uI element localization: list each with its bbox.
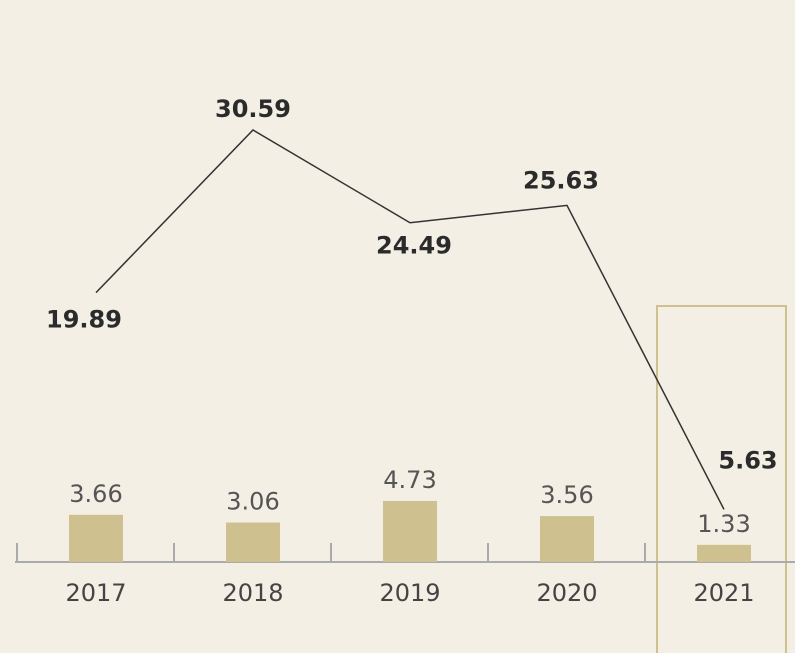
x-tick-label: 2018 xyxy=(222,579,283,607)
bar xyxy=(383,500,437,562)
bar xyxy=(69,514,123,562)
highlight-box xyxy=(656,305,787,653)
x-tick-label: 2019 xyxy=(379,579,440,607)
x-tick-label: 2017 xyxy=(65,579,126,607)
x-tick-label: 2020 xyxy=(536,579,597,607)
bar-value-label: 3.06 xyxy=(226,488,279,516)
line xyxy=(95,129,725,510)
bar xyxy=(226,522,280,562)
line-value-label: 5.63 xyxy=(718,446,777,474)
line-value-label: 24.49 xyxy=(376,232,452,260)
bar-value-label: 1.33 xyxy=(697,510,750,538)
bar-value-label: 3.56 xyxy=(540,481,593,509)
bar-value-label: 3.66 xyxy=(69,480,122,508)
line-value-label: 25.63 xyxy=(523,166,599,194)
bar xyxy=(540,516,594,562)
x-tick-label: 2021 xyxy=(693,579,754,607)
bar-value-label: 4.73 xyxy=(383,466,436,494)
line-value-label: 30.59 xyxy=(215,95,291,123)
bar xyxy=(697,544,751,562)
line-value-label: 19.89 xyxy=(46,306,122,334)
